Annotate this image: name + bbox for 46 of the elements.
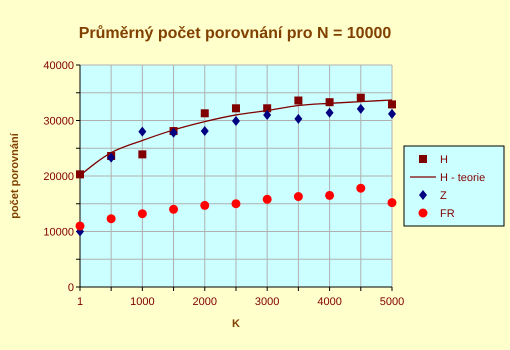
point (200, 126, 209, 136)
point (294, 192, 303, 202)
point (294, 114, 302, 124)
point (294, 96, 302, 105)
y-axis-title: počet porovnání (9, 132, 21, 219)
y-tick-label: 30000 (43, 116, 74, 128)
x-tick-label: 3000 (254, 296, 280, 308)
point (106, 214, 116, 224)
legend-label: Z (440, 190, 447, 202)
x-tick-label: 1 (76, 296, 84, 308)
point (232, 104, 240, 112)
y-tick-label: 0 (68, 282, 74, 294)
y-tick-label: 10000 (43, 226, 74, 238)
point (263, 110, 272, 120)
x-axis-title: K (232, 318, 240, 330)
point (169, 204, 178, 214)
point (262, 194, 272, 204)
point (138, 150, 146, 158)
point (200, 200, 210, 210)
legend-label: H (440, 154, 448, 166)
x-tick-label: 5000 (380, 296, 404, 308)
point (138, 126, 146, 137)
chart-title: Průměrný počet porovnání pro N = 10000 (78, 25, 392, 42)
x-tick-label: 4000 (317, 296, 342, 308)
point (325, 190, 334, 200)
point (232, 116, 240, 126)
point (388, 100, 396, 108)
point (76, 221, 84, 230)
point (388, 198, 396, 208)
point (170, 128, 178, 138)
y-tick-label: 40000 (43, 60, 74, 72)
y-tick-label: 20000 (43, 171, 74, 183)
point (356, 184, 366, 193)
point (231, 199, 240, 208)
legend-label: H - teorie (440, 172, 486, 184)
point (326, 108, 334, 118)
point (76, 170, 84, 178)
x-tick-label: 2000 (192, 296, 218, 308)
x-tick-label: 1000 (130, 296, 155, 308)
point (388, 108, 396, 119)
legend-label: FR (440, 208, 455, 220)
point (356, 104, 365, 114)
point (138, 209, 147, 218)
point (356, 94, 365, 102)
point (107, 152, 116, 163)
point (200, 109, 209, 118)
